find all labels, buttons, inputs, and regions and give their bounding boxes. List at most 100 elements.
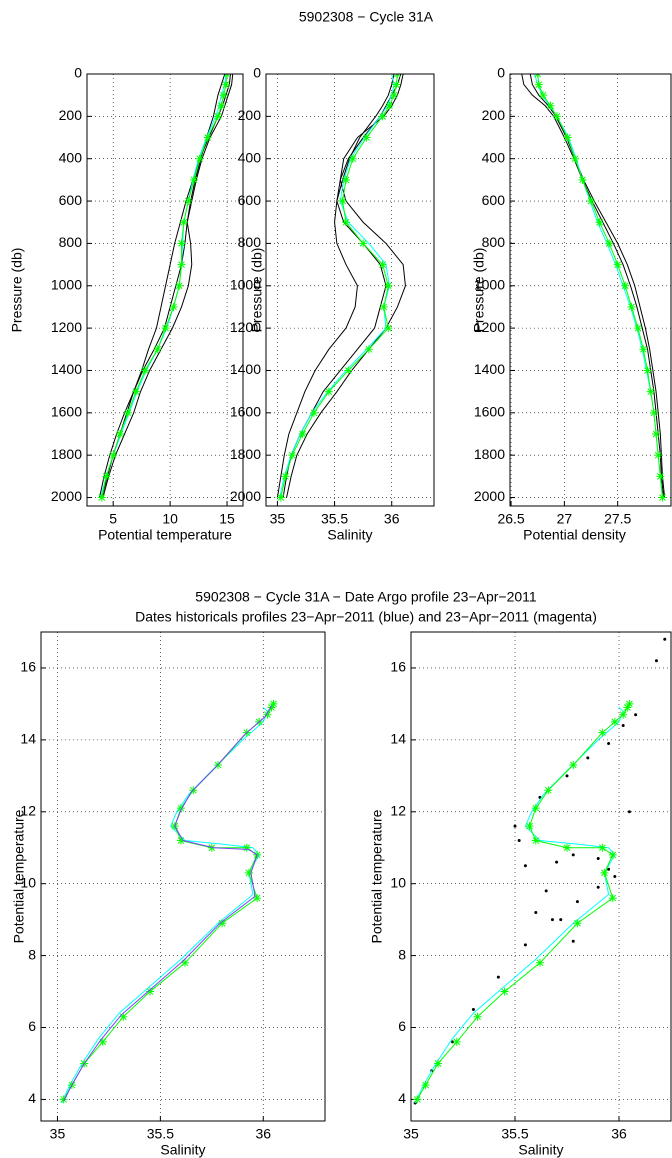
- dot-marker: [607, 867, 611, 871]
- y-tick-label: 16: [390, 659, 406, 675]
- star-marker: [621, 281, 630, 290]
- star-marker: [269, 699, 278, 708]
- dot-marker: [627, 810, 631, 814]
- y-axis-label: Pressure (db): [471, 248, 487, 333]
- star-marker: [452, 1037, 461, 1046]
- dot-marker: [575, 900, 579, 904]
- x-tick-label: 36: [611, 1126, 627, 1142]
- y-tick-label: 1400: [230, 361, 261, 377]
- y-tick-label: 800: [238, 234, 262, 250]
- y-tick-label: 200: [238, 107, 262, 123]
- y-tick-label: 1200: [51, 319, 82, 335]
- star-marker: [623, 703, 632, 712]
- star-marker: [587, 197, 596, 206]
- y-tick-label: 800: [59, 234, 83, 250]
- star-marker: [544, 786, 553, 795]
- star-marker: [643, 366, 652, 375]
- star-marker: [413, 1095, 422, 1104]
- star-marker: [338, 197, 347, 206]
- star-marker: [179, 218, 188, 227]
- star-marker: [563, 843, 571, 852]
- star-marker: [131, 387, 140, 396]
- dot-marker: [607, 741, 611, 745]
- star-marker: [598, 843, 607, 852]
- star-marker: [177, 239, 186, 248]
- y-tick-label: 8: [28, 946, 36, 962]
- star-marker: [219, 91, 228, 100]
- y-tick-label: 2000: [51, 488, 82, 504]
- star-marker: [434, 1059, 443, 1068]
- star-marker: [613, 260, 622, 269]
- star-marker: [625, 699, 634, 708]
- star-marker: [195, 154, 204, 163]
- x-tick-label: 26.5: [497, 511, 524, 527]
- y-tick-label: 1400: [474, 361, 505, 377]
- profile-line: [537, 74, 663, 498]
- star-marker: [176, 804, 185, 813]
- star-marker: [298, 430, 307, 438]
- y-tick-label: 200: [482, 107, 506, 123]
- plot-area: [97, 74, 234, 502]
- star-marker: [267, 703, 276, 712]
- x-tick-label: 15: [219, 511, 235, 527]
- dot-marker: [596, 885, 600, 889]
- star-marker: [276, 493, 285, 502]
- plot-area: [413, 637, 667, 1105]
- star-marker: [619, 710, 628, 719]
- x-tick-label: 27.5: [604, 511, 631, 527]
- profile-line: [63, 705, 272, 1102]
- star-marker: [539, 91, 548, 100]
- y-tick-label: 14: [390, 731, 406, 747]
- x-tick-label: 35: [270, 511, 286, 527]
- y-tick-label: 600: [482, 192, 506, 208]
- star-marker: [600, 868, 609, 877]
- star-marker: [59, 1095, 68, 1104]
- y-tick-label: 1600: [51, 404, 82, 420]
- star-marker: [384, 324, 393, 333]
- dot-marker: [565, 774, 569, 778]
- star-marker: [253, 894, 262, 903]
- y-tick-label: 1000: [230, 276, 261, 292]
- x-tick-label: 36: [384, 511, 400, 527]
- y-tick-label: 2000: [230, 488, 261, 504]
- star-marker: [535, 958, 544, 967]
- y-tick-label: 2000: [474, 488, 505, 504]
- star-marker: [595, 218, 604, 227]
- star-marker: [97, 493, 106, 502]
- axes-frame: [86, 73, 244, 507]
- y-tick-label: 1400: [51, 361, 82, 377]
- star-marker: [531, 804, 540, 813]
- y-tick-label: 600: [238, 192, 262, 208]
- dot-marker: [621, 723, 625, 727]
- dot-marker: [571, 939, 575, 943]
- dot-marker: [523, 864, 527, 868]
- x-tick-label: 35.5: [501, 1126, 528, 1142]
- x-tick-label: 5: [109, 511, 117, 527]
- y-axis-label: Potential temperature: [11, 809, 27, 943]
- star-marker: [244, 868, 253, 877]
- star-marker: [364, 345, 373, 354]
- y-tick-label: 4: [28, 1090, 36, 1106]
- dot-marker: [613, 875, 617, 878]
- profile-line: [279, 74, 395, 498]
- profile-line: [414, 707, 624, 1104]
- axes-frame: [40, 631, 326, 1122]
- x-tick-label: 35.5: [321, 511, 348, 527]
- y-tick-label: 400: [238, 149, 262, 165]
- dot-marker: [550, 918, 554, 922]
- star-marker: [384, 281, 393, 290]
- dot-marker: [513, 824, 517, 828]
- star-marker: [608, 850, 617, 859]
- profile-line: [521, 74, 665, 498]
- y-tick-label: 6: [28, 1018, 36, 1034]
- star-marker: [153, 345, 162, 354]
- star-marker: [598, 728, 607, 737]
- y-axis-label: Potential temperature: [369, 809, 385, 943]
- star-marker: [610, 717, 619, 726]
- star-marker: [546, 101, 555, 110]
- star-marker: [281, 472, 290, 481]
- star-marker: [203, 133, 212, 142]
- y-tick-label: 600: [59, 192, 83, 208]
- dot-marker: [517, 839, 521, 843]
